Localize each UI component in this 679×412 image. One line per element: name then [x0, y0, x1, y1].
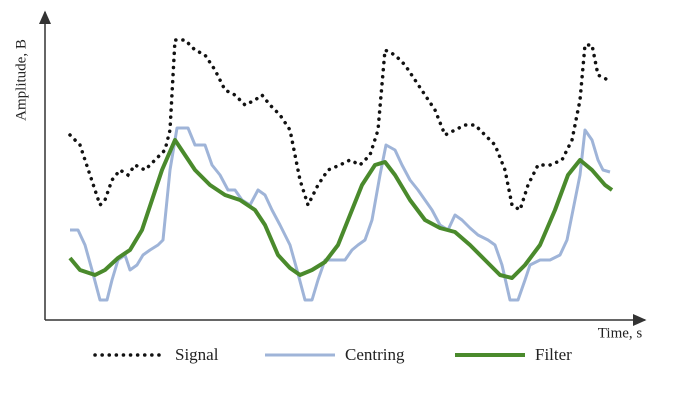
legend-label: Centring: [345, 345, 405, 364]
series-line: [68, 38, 610, 213]
y-axis-label: Amplitude, B: [13, 39, 29, 121]
legend-label: Signal: [175, 345, 219, 364]
series-line: [70, 126, 611, 302]
x-axis-label: Time, s: [598, 325, 643, 341]
legend: Signal Centring Filter: [93, 345, 572, 364]
series-line: [68, 138, 614, 280]
plot-area: [68, 38, 614, 302]
legend-label: Filter: [535, 345, 572, 364]
